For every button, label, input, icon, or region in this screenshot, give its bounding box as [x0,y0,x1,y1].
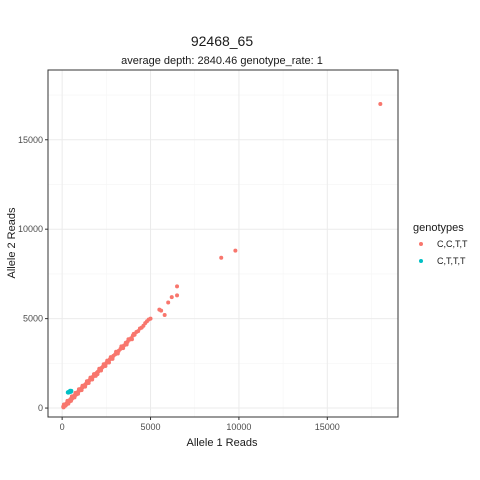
data-point [83,384,88,389]
grid-layer [48,70,398,417]
plot-panel-border [47,69,399,418]
data-point [103,364,108,369]
legend: genotypes C,C,T,T C,T,T,T [413,222,468,266]
data-point [115,351,120,356]
data-point [144,319,149,324]
data-point [137,326,142,331]
data-point [68,389,73,394]
data-point [121,346,126,351]
data-point [219,255,224,260]
axes-layer: 0 5000 10000 15000 0 5000 10000 15000 [18,135,340,432]
y-axis-title: Allele 2 Reads [6,207,18,278]
data-point [106,360,111,365]
legend-key [419,242,423,246]
data-point [159,308,164,313]
x-axis-title: Allele 1 Reads [187,437,258,449]
data-point [166,300,171,305]
x-tick-label: 10000 [226,422,251,432]
data-point [74,392,79,397]
data-point [126,337,131,342]
data-point [233,248,238,253]
data-point [124,342,129,347]
data-point [79,388,84,393]
data-point [378,101,383,106]
y-tick-label: 15000 [18,135,43,145]
data-point [110,356,115,361]
legend-label: C,C,T,T [437,239,468,249]
x-tick-label: 0 [60,422,65,432]
y-tick-label: 5000 [23,314,43,324]
data-point [141,323,146,328]
plot-panel-background [48,70,398,417]
legend-key [419,259,423,263]
y-tick-label: 10000 [18,224,43,234]
data-point [99,368,104,373]
data-point [175,284,180,289]
data-point [129,337,134,342]
chart-subtitle: average depth: 2840.46 genotype_rate: 1 [121,55,323,67]
data-point [95,372,100,377]
chart-title: 92468_65 [191,33,254,49]
data-point [90,377,95,382]
data-point [162,313,167,318]
y-tick-label: 0 [38,403,43,413]
data-point [86,381,91,386]
data-point [169,295,174,300]
legend-items: C,C,T,T C,T,T,T [419,239,468,266]
data-point [134,330,139,335]
x-tick-label: 5000 [141,422,161,432]
points-layer [61,101,383,410]
legend-label: C,T,T,T [437,256,466,266]
data-point [148,316,153,321]
legend-title: genotypes [413,222,464,234]
series-2 [65,388,74,395]
data-point [175,293,180,298]
series-1 [61,101,383,410]
x-tick-label: 15000 [315,422,340,432]
